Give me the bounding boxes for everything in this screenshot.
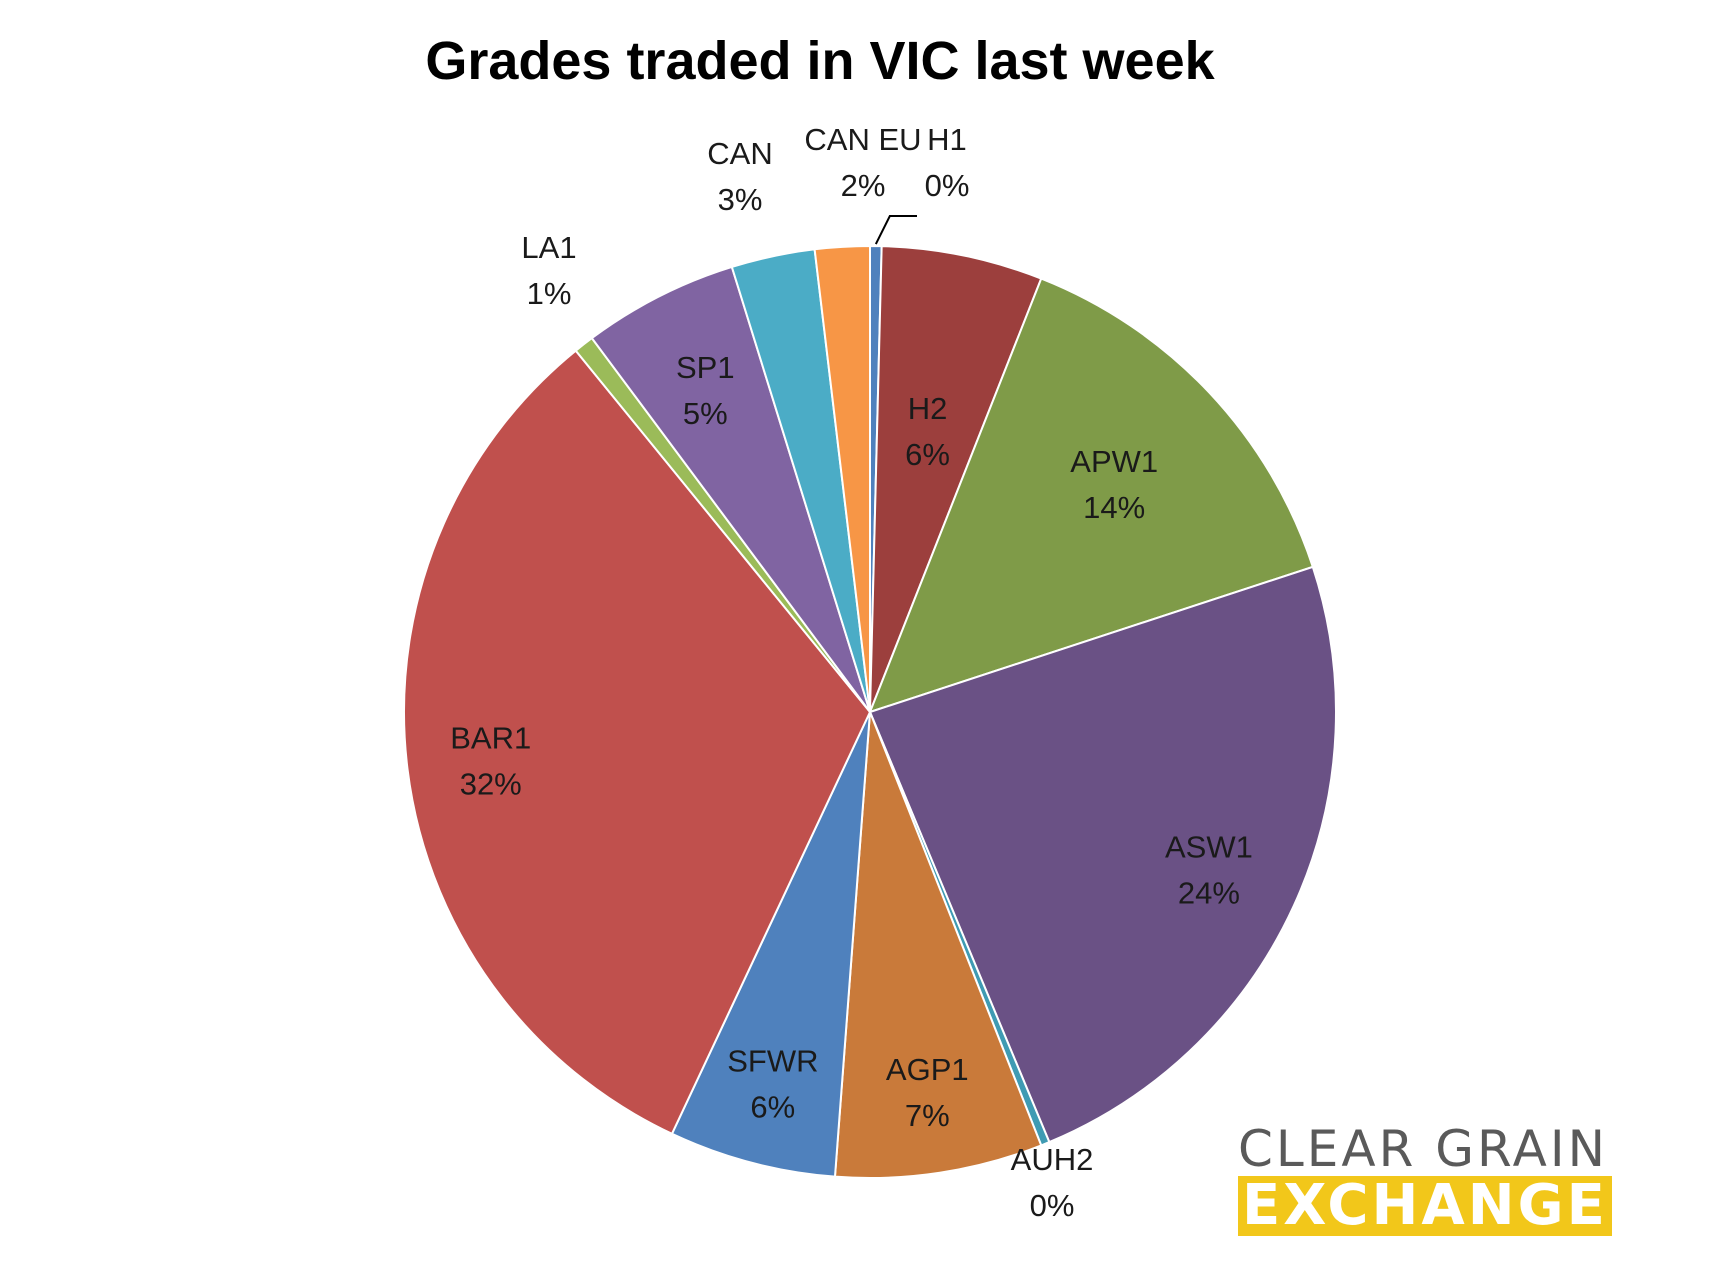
slice-sfwr [670, 711, 871, 1178]
leader-lines [874, 215, 917, 245]
clear-grain-exchange-logo: CLEAR GRAIN EXCHANGE [1238, 1122, 1658, 1236]
label-asw1: ASW1 24% [1165, 829, 1253, 910]
label-agp1: AGP1 7% [886, 1052, 969, 1133]
label-bar1: BAR1 32% [450, 721, 531, 802]
label-auh2: AUH2 0% [1011, 1142, 1094, 1223]
chart-title: Grades traded in VIC last week [425, 31, 1215, 91]
slice-bar1 [403, 349, 872, 1136]
label-can: CAN 3% [707, 136, 772, 217]
leader-line-h1 [874, 215, 917, 245]
slice-apw1 [868, 277, 1315, 714]
slice-labels: H1 0% H2 6% APW1 14% ASW1 24% AUH2 0% AGP1 7% SFWR 6%… [450, 122, 1253, 1223]
slice-h2 [869, 245, 1043, 713]
logo-line-1: CLEAR GRAIN [1238, 1120, 1609, 1178]
label-sfwr: SFWR 6% [727, 1044, 818, 1125]
label-apw1: APW1 14% [1070, 444, 1158, 525]
pie-slices [403, 244, 1337, 1179]
label-sp1: SP1 5% [676, 350, 735, 431]
label-can-eu: CAN EU 2% [804, 122, 921, 203]
slice-asw1 [868, 565, 1337, 1144]
logo-line-2: EXCHANGE [1238, 1176, 1612, 1236]
slice-can-eu [813, 244, 871, 713]
label-h1: H1 0% [925, 122, 970, 203]
slice-agp1 [833, 711, 1043, 1179]
slice-sp1 [590, 265, 871, 713]
label-la1: LA1 1% [521, 230, 576, 311]
label-h2: H2 6% [905, 391, 950, 472]
